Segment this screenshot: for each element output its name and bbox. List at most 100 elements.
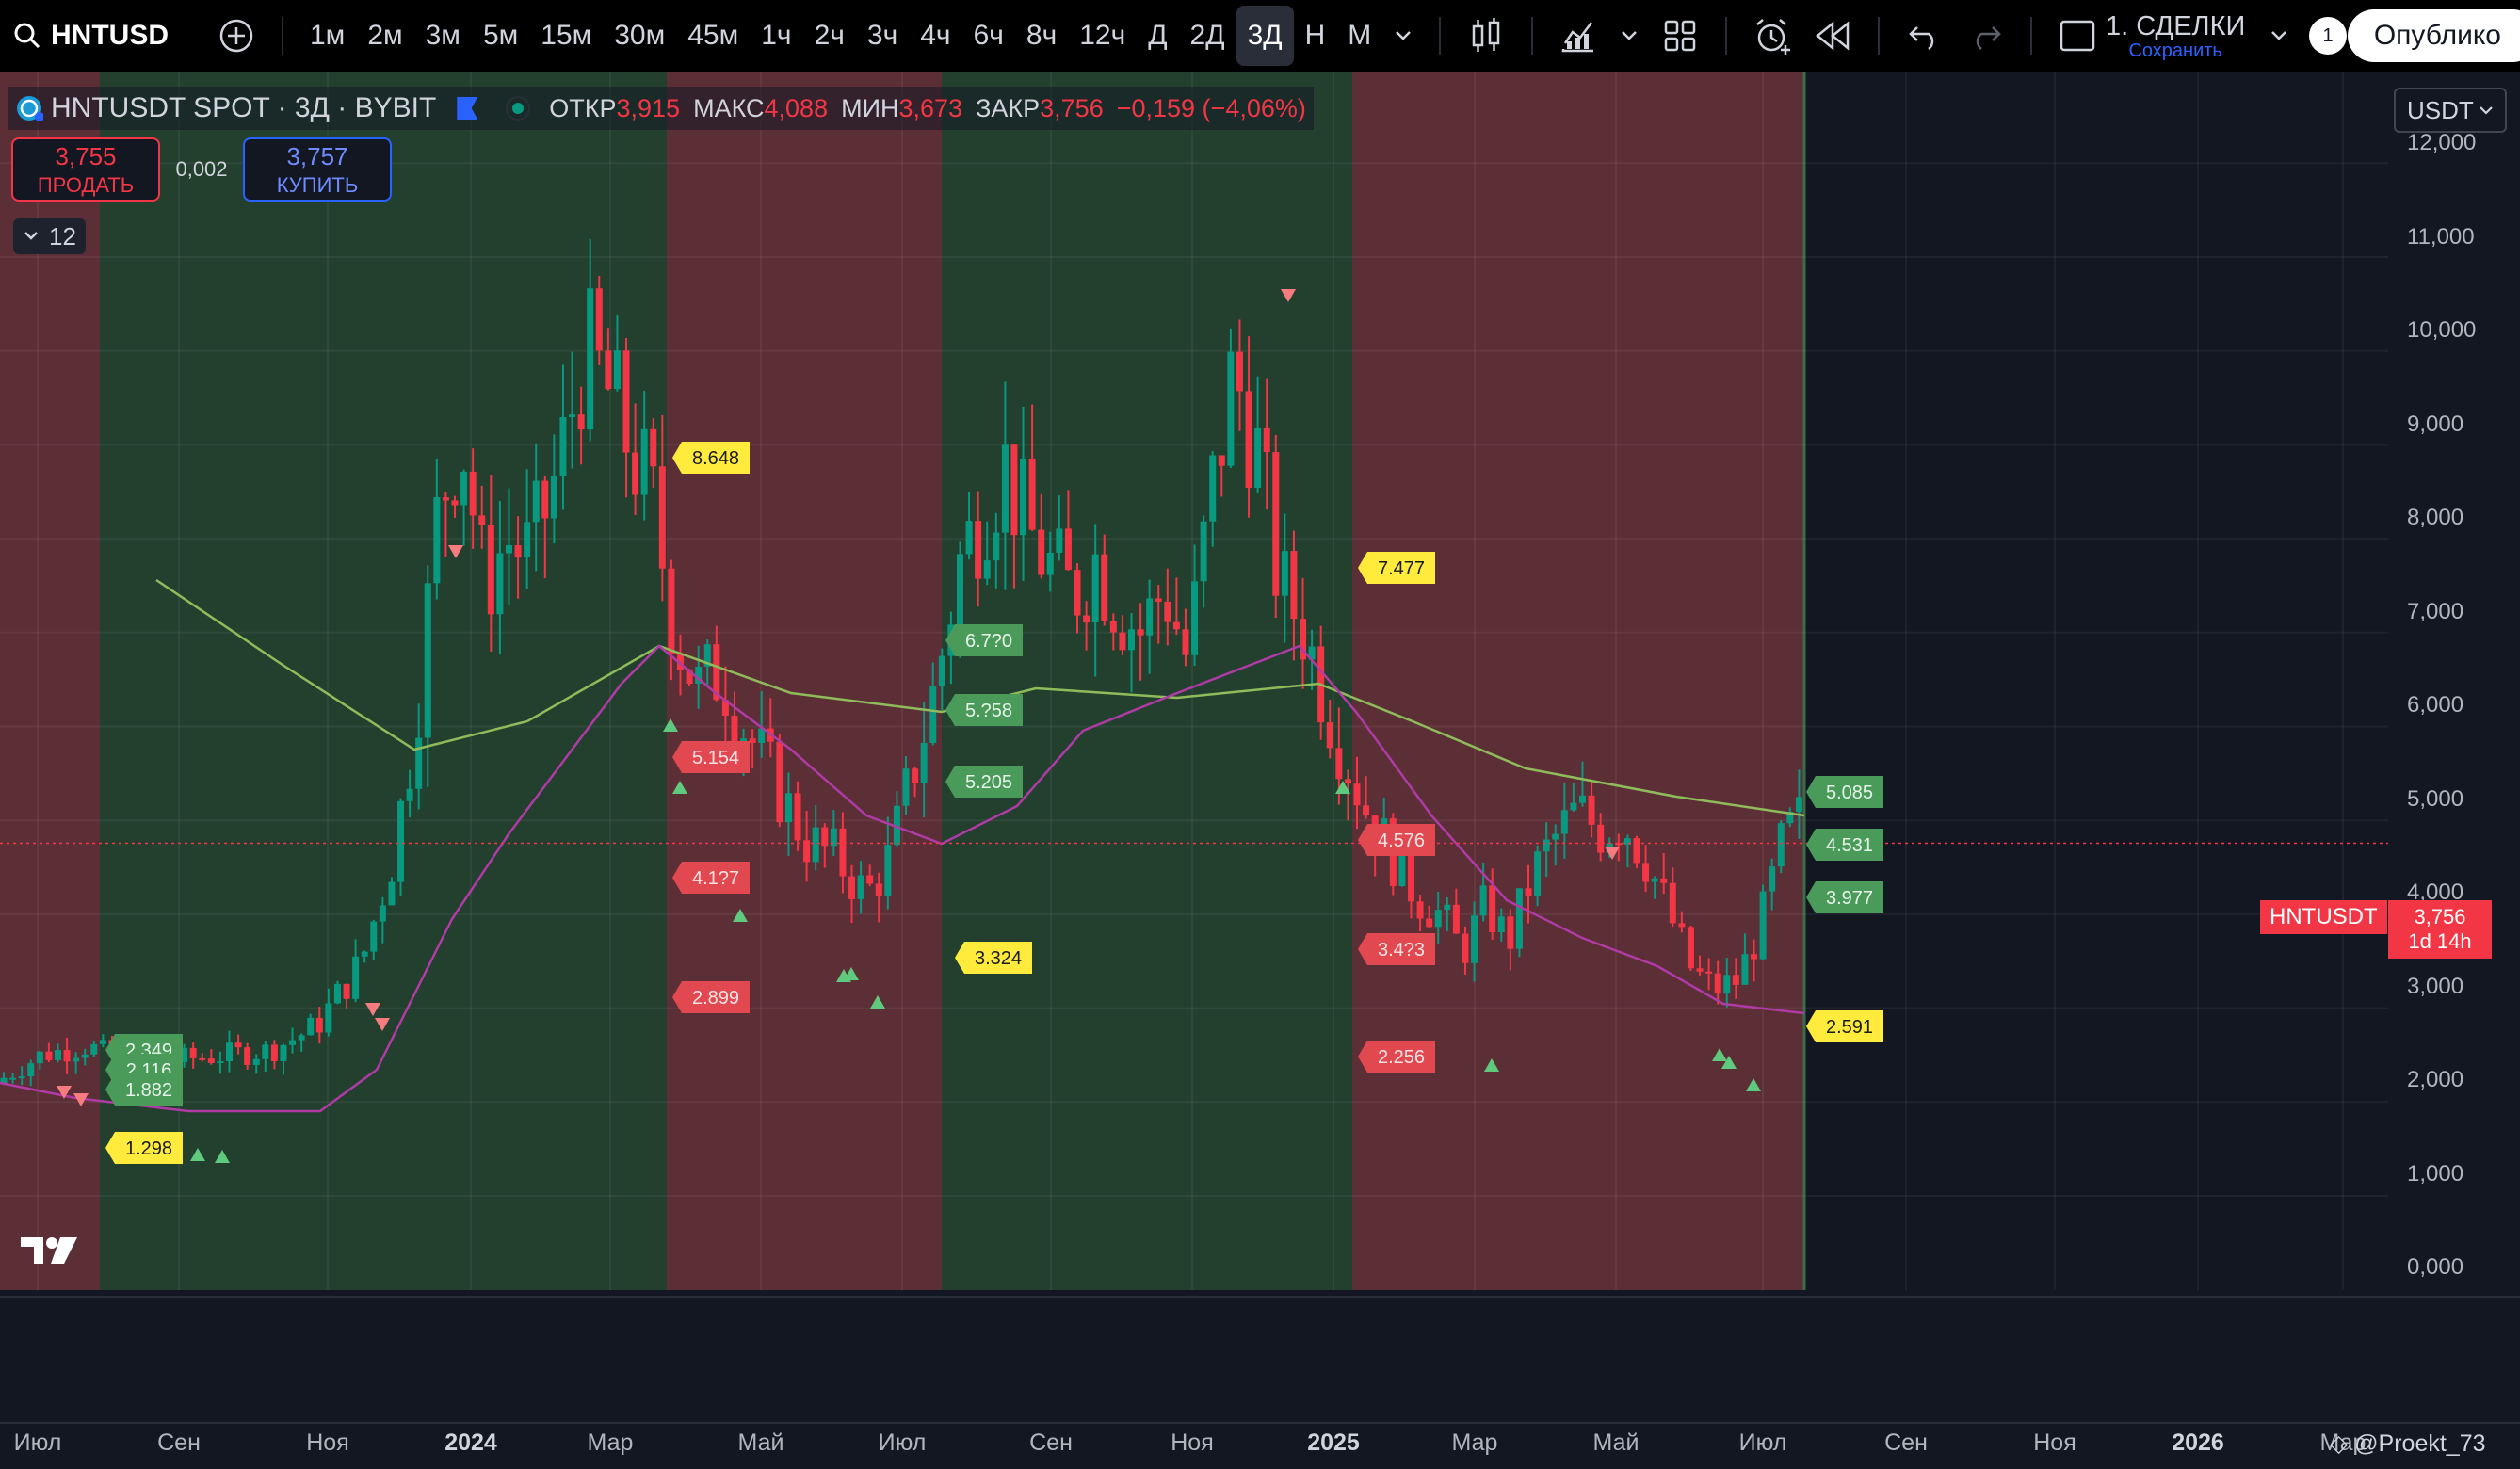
candle-body: [433, 497, 441, 584]
candle-body: [1786, 812, 1794, 824]
candle-body: [695, 666, 703, 684]
indicators-button[interactable]: [1548, 6, 1608, 66]
timeframe-3[interactable]: 5м: [482, 20, 519, 51]
candle-body: [388, 881, 396, 906]
buy-button[interactable]: 3,757 КУПИТЬ: [243, 137, 392, 202]
timeframe-11[interactable]: 6ч: [973, 20, 1004, 51]
candle-body: [1074, 570, 1081, 616]
compare-symbol-button[interactable]: [206, 6, 267, 66]
replay-button[interactable]: [1802, 6, 1863, 66]
save-layout-link[interactable]: Сохранить: [2128, 40, 2222, 61]
spread-value: 0,002: [175, 157, 228, 181]
timeframe-15[interactable]: 2Д: [1189, 20, 1225, 51]
indicators-count: 12: [49, 221, 76, 250]
symbol-search[interactable]: HNTUSD: [0, 6, 186, 66]
timeframe-1[interactable]: 2м: [367, 20, 403, 51]
candle-body: [1326, 722, 1333, 749]
layout-name-button[interactable]: 1. СДЕЛКИ Сохранить: [2106, 9, 2245, 64]
timeframe-14[interactable]: Д: [1148, 20, 1168, 51]
timeframe-2[interactable]: 3м: [425, 20, 460, 51]
flag-icon[interactable]: [457, 97, 478, 120]
candle-body: [478, 515, 486, 525]
candle-body: [1038, 529, 1045, 575]
sell-signal-triangle: [365, 1003, 380, 1016]
divider: [1878, 17, 1881, 55]
time-axis[interactable]: [0, 1422, 2520, 1469]
timeframe-9[interactable]: 3ч: [866, 20, 898, 51]
indicators-collapse-button[interactable]: 12: [13, 218, 86, 254]
timeframe-18[interactable]: М: [1348, 20, 1372, 51]
timeframe-4[interactable]: 15м: [541, 20, 592, 51]
timeframe-12[interactable]: 8ч: [1026, 20, 1058, 51]
candle-body: [1714, 973, 1721, 994]
change-value: −0,159 (−4,06%): [1116, 93, 1306, 122]
timeframe-dropdown[interactable]: [1382, 6, 1424, 66]
chart-type-button[interactable]: [1456, 6, 1516, 66]
candle-body: [1290, 551, 1298, 620]
currency-select[interactable]: USDT: [2394, 88, 2507, 133]
undo-button[interactable]: [1895, 6, 1955, 66]
moving-average-short: [0, 644, 1805, 1113]
level-label: 2.256: [1378, 1047, 1425, 1068]
candle-body: [1300, 619, 1307, 660]
candle-body: [1335, 748, 1343, 780]
candle-body: [884, 845, 892, 896]
candle-body: [1119, 632, 1126, 651]
candle-body: [1083, 615, 1090, 623]
timeframe-13[interactable]: 12ч: [1079, 20, 1126, 51]
candle-body: [1101, 554, 1108, 622]
candle-body: [577, 414, 585, 430]
candle-body: [234, 1042, 242, 1048]
buy-signal-triangle: [190, 1148, 205, 1161]
layout-button[interactable]: [1650, 6, 1710, 66]
bar-countdown: 1d 14h: [2408, 929, 2472, 953]
legend-title[interactable]: HNTUSDT SPOT · 3Д · BYBIT: [51, 92, 437, 123]
timeframe-0[interactable]: 1м: [310, 20, 346, 51]
currency-value: USDT: [2407, 95, 2474, 124]
candle-body: [1489, 885, 1496, 933]
candle-body: [640, 428, 648, 495]
timeframe-6[interactable]: 45м: [687, 20, 739, 51]
buy-signal-triangle: [1721, 1056, 1737, 1069]
timeframe-10[interactable]: 4ч: [920, 20, 951, 51]
tradingview-logo-icon[interactable]: [19, 1234, 83, 1267]
high-label: МАКС: [693, 93, 765, 122]
price-axis-label: 9,000: [2407, 411, 2464, 437]
candle-body: [532, 480, 540, 523]
timeframe-8[interactable]: 2ч: [814, 20, 845, 51]
candle-body: [668, 568, 675, 654]
layout-dropdown[interactable]: [2258, 6, 2300, 66]
open-value: 3,915: [616, 93, 681, 122]
candle-body: [406, 788, 413, 801]
candle-body: [1109, 621, 1117, 633]
sell-button[interactable]: 3,755 ПРОДАТЬ: [11, 137, 160, 202]
market-status-icon[interactable]: [506, 96, 531, 121]
divider: [1725, 17, 1728, 55]
trade-panel: 3,755 ПРОДАТЬ 0,002 3,757 КУПИТЬ: [11, 137, 392, 202]
chart-area[interactable]: 2.349 2.116 1.882 1.298 8.648 5.154 4.1?7 2.899…: [0, 72, 2520, 1296]
indicators-dropdown[interactable]: [1608, 6, 1650, 66]
indicator-pane[interactable]: [0, 1296, 2520, 1422]
candle-body: [27, 1063, 35, 1077]
publish-button[interactable]: Опублико: [2347, 9, 2520, 62]
candle-body: [1759, 891, 1767, 960]
timeframe-17[interactable]: Н: [1304, 20, 1326, 51]
timeframe-16[interactable]: 3Д: [1236, 6, 1294, 66]
low-label: МИН: [841, 93, 899, 122]
notification-badge[interactable]: 1: [2309, 17, 2347, 55]
candle-body: [1769, 866, 1776, 892]
fullscreen-button[interactable]: [2047, 6, 2108, 66]
timeframe-5[interactable]: 30м: [614, 20, 666, 51]
redo-button[interactable]: [1955, 6, 2015, 66]
price-axis-label: 6,000: [2407, 692, 2464, 718]
candle-body: [803, 840, 811, 863]
candle-body: [1507, 916, 1514, 949]
candle-body: [45, 1051, 53, 1060]
candle-body: [63, 1050, 71, 1062]
timeframe-7[interactable]: 1ч: [761, 20, 792, 51]
candle-body: [956, 554, 963, 625]
price-chart[interactable]: 2.3492.1161.8821.2988.6485.1544.1?72.899…: [0, 72, 2520, 1296]
alert-button[interactable]: [1742, 6, 1802, 66]
divider: [1439, 17, 1442, 55]
candle-body: [181, 1047, 188, 1063]
